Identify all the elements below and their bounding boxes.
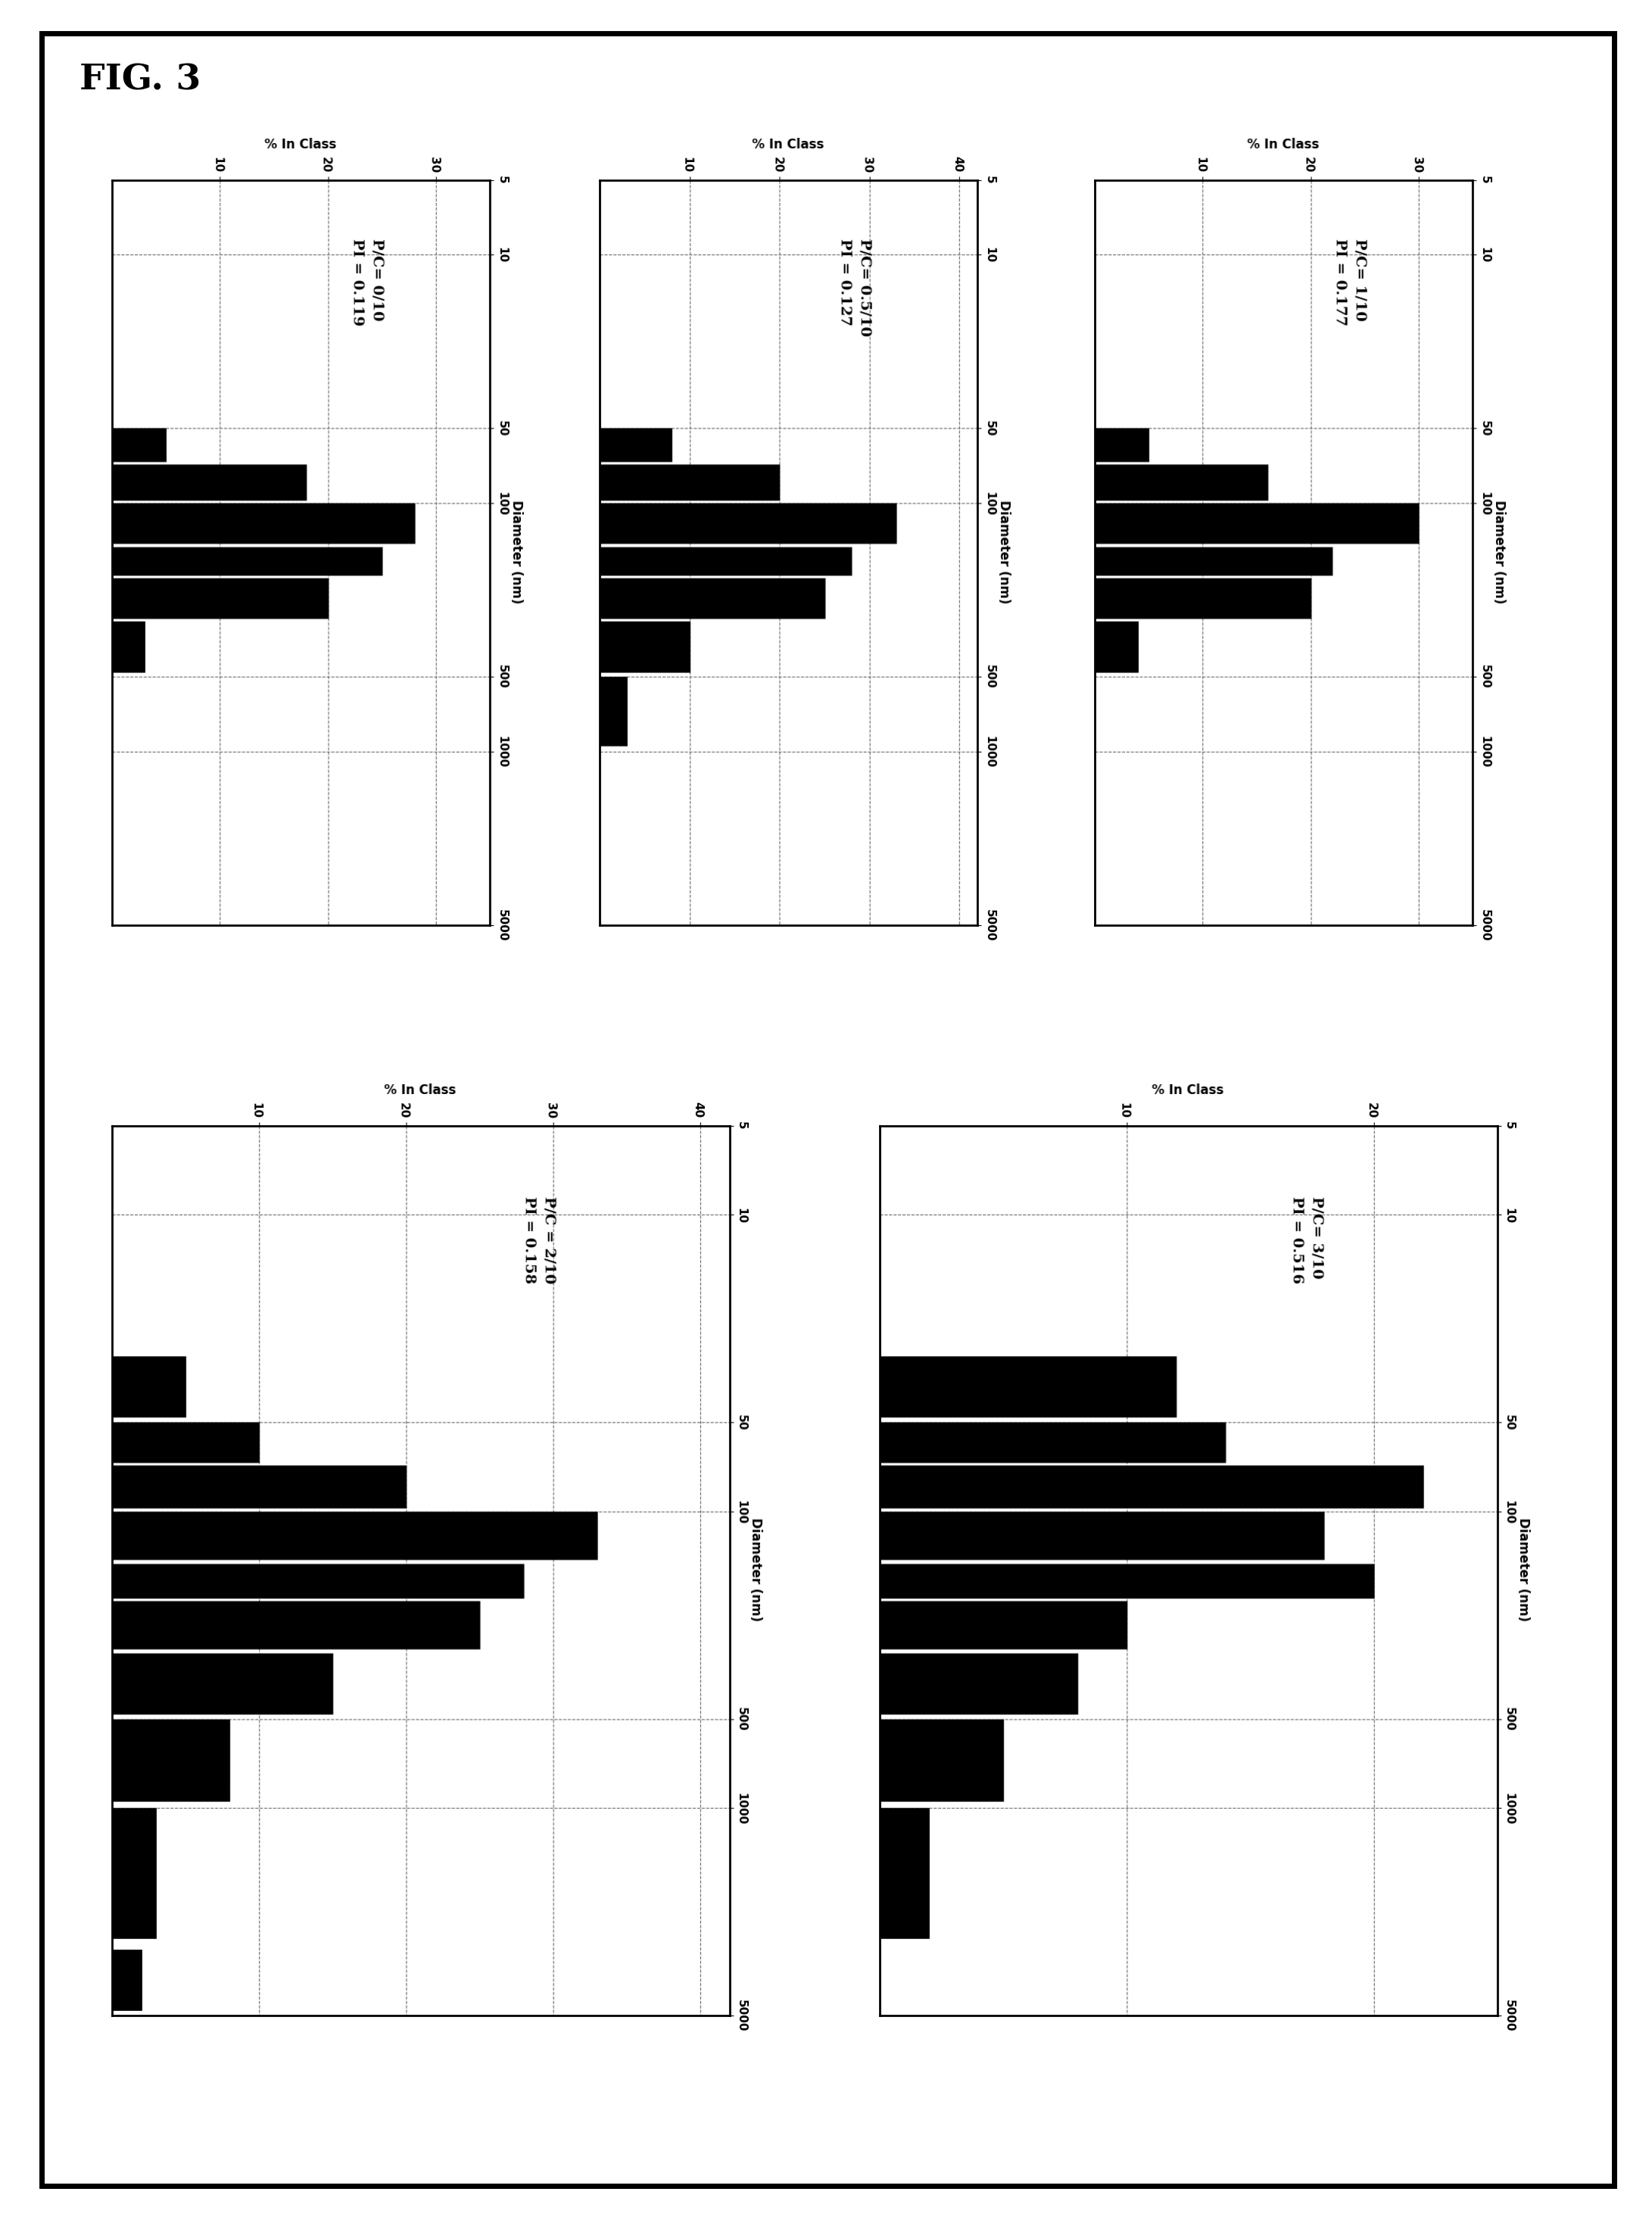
Text: FIG. 3: FIG. 3 — [79, 62, 200, 98]
